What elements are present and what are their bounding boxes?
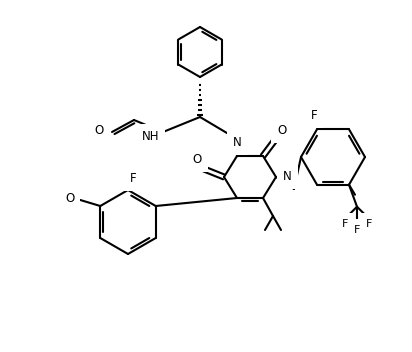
Text: N: N xyxy=(233,136,241,149)
Text: F: F xyxy=(311,109,317,122)
Text: O: O xyxy=(95,125,104,138)
Text: O: O xyxy=(192,153,201,166)
Text: O: O xyxy=(65,191,74,205)
Text: N: N xyxy=(283,170,292,183)
Text: NH: NH xyxy=(141,130,159,143)
Text: F: F xyxy=(342,219,348,229)
Text: F: F xyxy=(130,172,137,185)
Text: F: F xyxy=(366,219,372,229)
Text: F: F xyxy=(354,225,360,235)
Text: O: O xyxy=(277,124,287,137)
